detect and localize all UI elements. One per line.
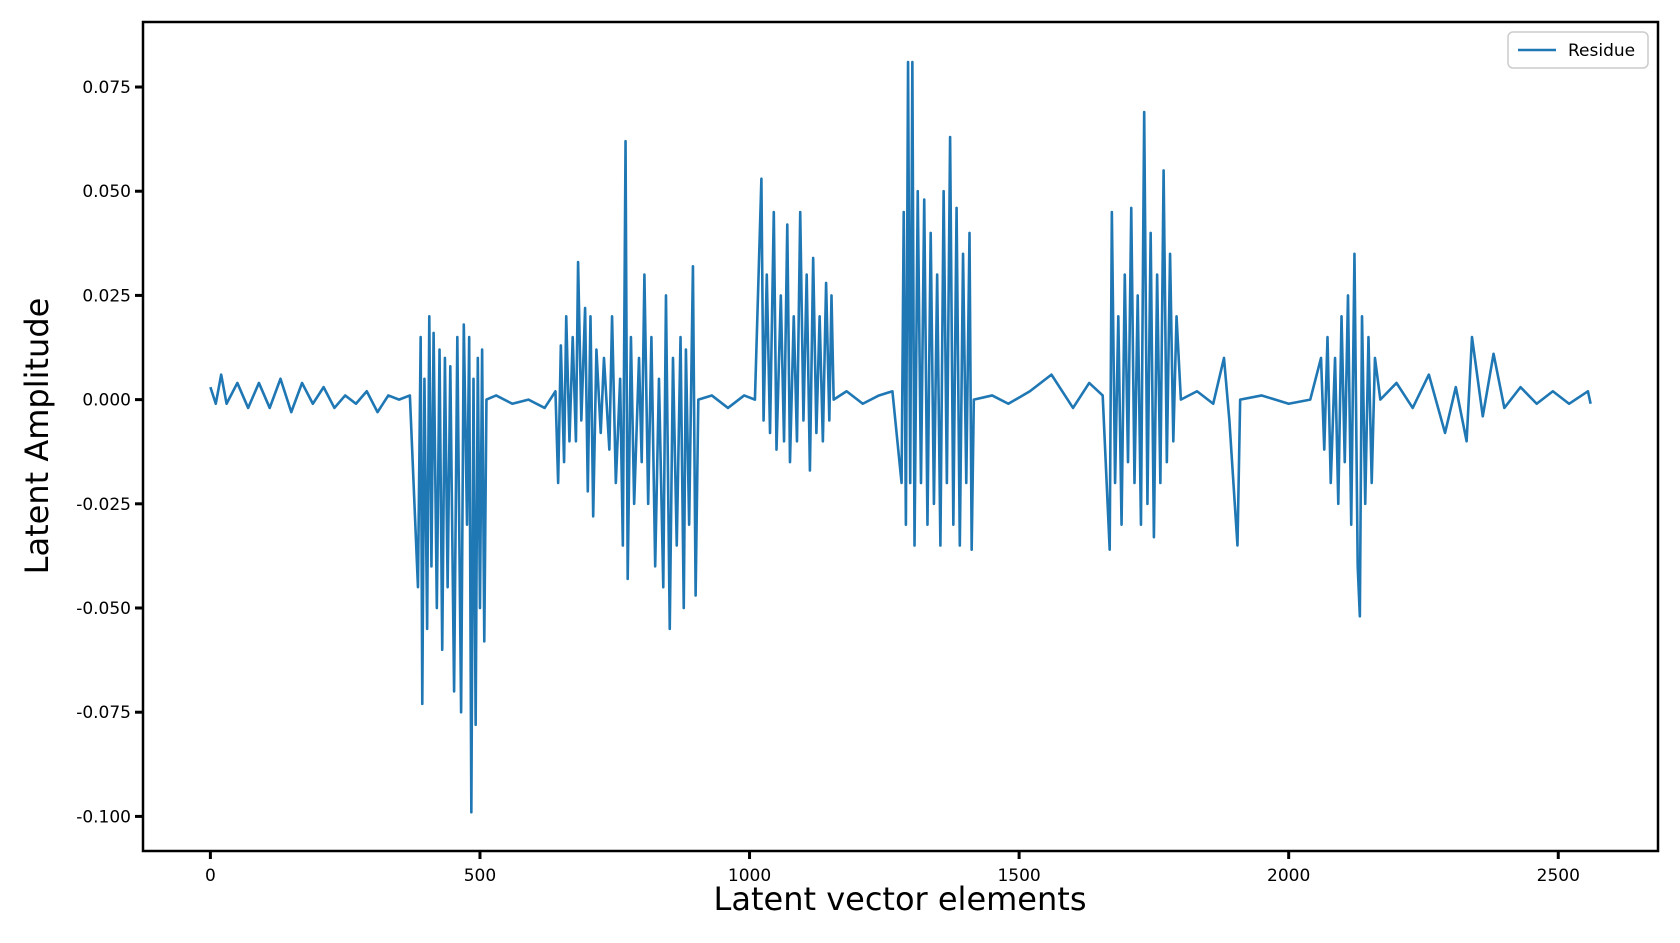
y-axis-title: Latent Amplitude xyxy=(18,298,56,575)
x-tick-label: 2500 xyxy=(1537,866,1580,886)
y-tick-label: -0.025 xyxy=(76,495,131,515)
x-tick-label: 0 xyxy=(205,866,216,886)
x-tick-label: 1500 xyxy=(997,866,1040,886)
x-tick-label: 2000 xyxy=(1267,866,1310,886)
x-tick-label: 1000 xyxy=(728,866,771,886)
y-tick-label: -0.050 xyxy=(76,599,131,619)
y-tick-label: 0.050 xyxy=(82,182,131,202)
legend-label: Residue xyxy=(1568,41,1635,61)
y-tick-label: 0.075 xyxy=(82,78,131,98)
plot-frame xyxy=(141,20,1660,853)
legend-box xyxy=(1507,31,1649,69)
y-tick-label: -0.075 xyxy=(76,703,131,723)
y-tick-label: 0.025 xyxy=(82,286,131,306)
line-series xyxy=(209,60,1592,814)
y-tick-label: 0.000 xyxy=(82,391,131,411)
x-axis-title: Latent vector elements xyxy=(714,880,1087,918)
x-tick-label: 500 xyxy=(464,866,496,886)
y-tick-label: -0.100 xyxy=(76,807,131,827)
